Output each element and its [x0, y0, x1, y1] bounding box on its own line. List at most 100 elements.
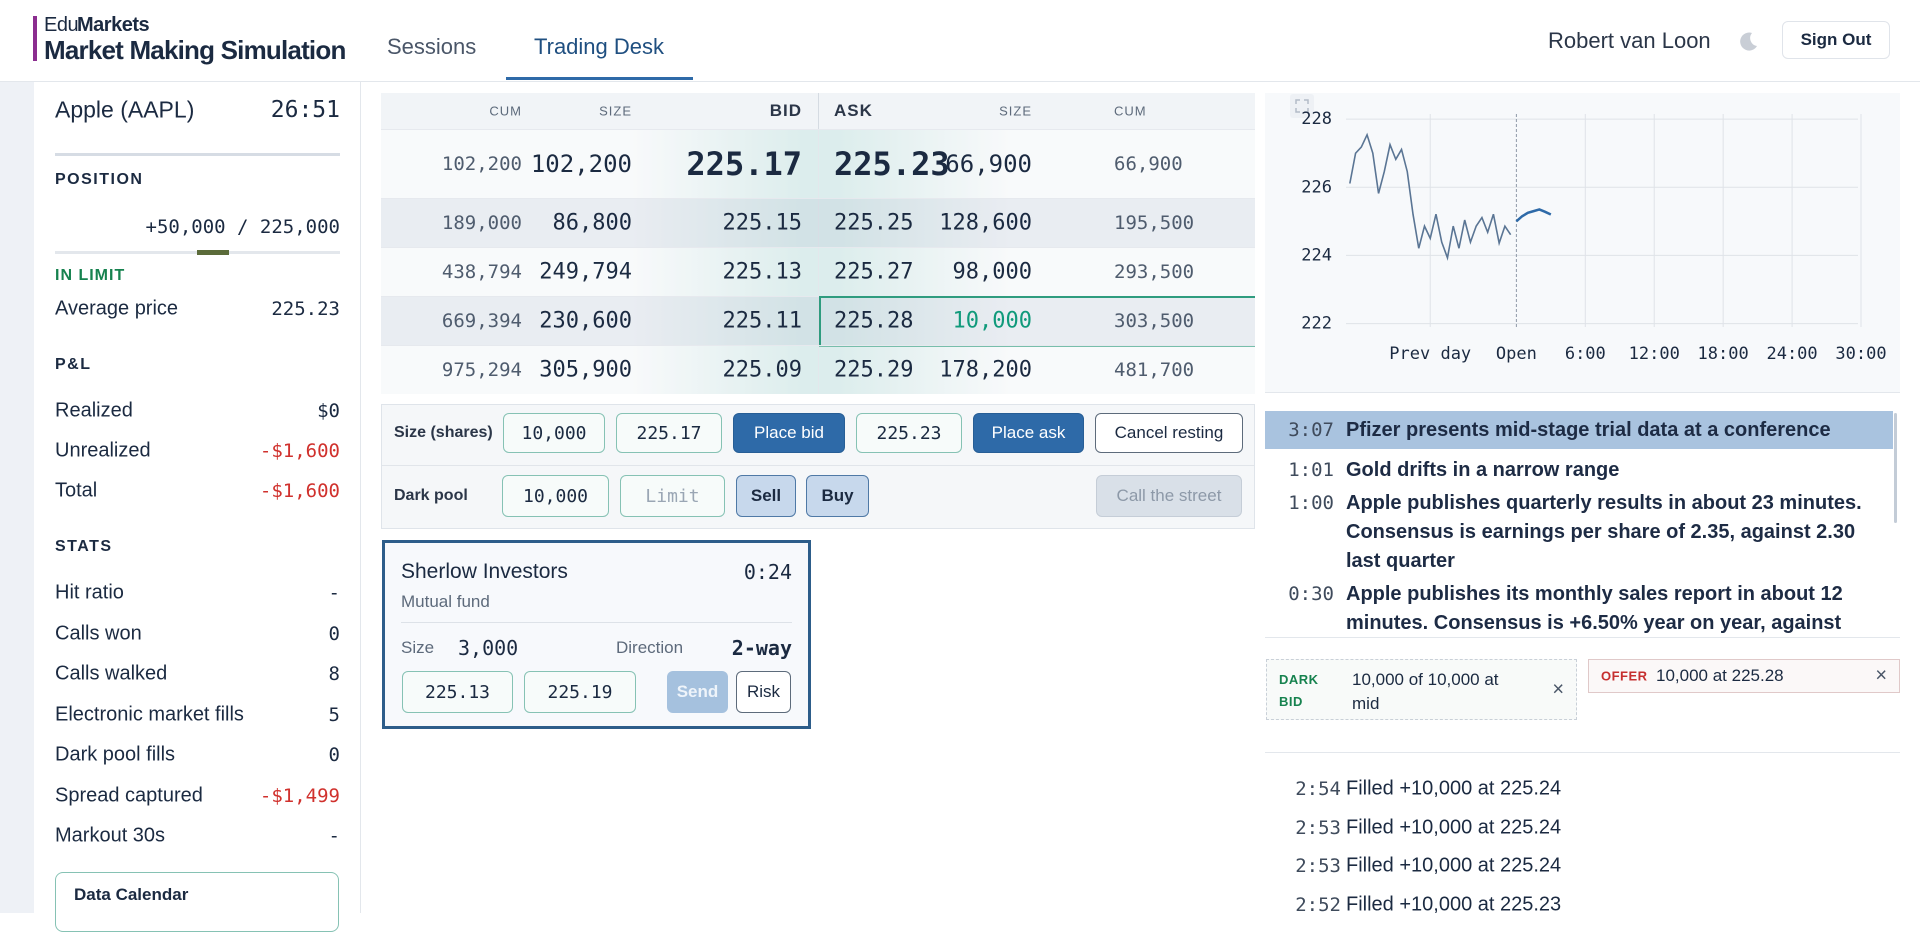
ask-input[interactable]: 225.23	[856, 413, 962, 453]
ask-price: 225.27	[834, 259, 914, 284]
bid-price: 225.13	[722, 259, 802, 284]
x-tick-label: 6:00	[1565, 344, 1606, 364]
news-item-highlighted[interactable]: 3:07 Pfizer presents mid-stage trial data…	[1265, 411, 1893, 449]
left-gutter	[0, 82, 34, 913]
stat-label: Calls walked	[55, 662, 168, 685]
limit-input[interactable]: Limit	[620, 475, 725, 517]
offer-order: OFFER 10,000 at 225.28 ×	[1588, 659, 1900, 693]
ask-price: 225.28	[834, 308, 914, 333]
size: 305,900	[539, 357, 632, 382]
dark-size-input[interactable]: 10,000	[502, 475, 609, 517]
stat-value: -	[328, 582, 340, 604]
cumulative-size: 102,200	[441, 152, 522, 175]
field-label: Dark pool	[394, 487, 468, 504]
call-street-button[interactable]: Call the street	[1096, 475, 1242, 517]
cumulative-size: 66,900	[1114, 152, 1183, 175]
pnl-label: Realized	[55, 399, 133, 422]
pnl-value: -$1,600	[259, 440, 340, 462]
fills-list: 2:54 Filled +10,000 at 225.24 2:53 Filled +…	[1265, 770, 1900, 914]
card-divider	[401, 622, 792, 623]
x-tick-label: 24:00	[1766, 344, 1817, 364]
buy-button[interactable]: Buy	[806, 475, 869, 517]
tab-active[interactable]: Trading Desk	[534, 34, 665, 59]
send-button[interactable]: Send	[667, 671, 728, 713]
ask-price: 225.23	[834, 144, 950, 183]
stat-value: -$1,499	[259, 784, 340, 807]
sell-button[interactable]: Sell	[736, 475, 796, 517]
fill-time: 2:53	[1295, 816, 1341, 839]
panel-rule	[1265, 392, 1900, 393]
pnl-label: Unrealized	[55, 439, 151, 462]
news-item[interactable]: 0:30 Apple publishes its monthly sales re…	[1265, 575, 1893, 637]
news-item[interactable]: 1:00 Apple publishes quarterly results in…	[1265, 484, 1893, 581]
size-input[interactable]: 10,000	[503, 413, 605, 453]
clock: 26:51	[270, 97, 340, 123]
theme-toggle[interactable]	[1737, 30, 1759, 52]
order-book: CUM SIZE BID ASK SIZE CUM 102,200 102,200 225.17…	[381, 93, 1255, 394]
cumulative-size: 669,394	[441, 309, 522, 332]
controls-divider	[382, 465, 1254, 466]
order-text: 10,000 of 10,000 at mid	[1352, 670, 1499, 713]
news-item[interactable]: 1:01 Gold drifts in a narrow range	[1265, 451, 1893, 490]
header	[0, 0, 1920, 82]
bid-input[interactable]: 225.17	[616, 413, 722, 453]
book-row	[381, 129, 1255, 199]
book-row	[381, 296, 1255, 346]
y-tick-label: 222	[1301, 314, 1332, 334]
size: 230,600	[539, 308, 632, 333]
news-text: Apple publishes its monthly sales report…	[1346, 583, 1843, 634]
dark-bid-order: DARK BID 10,000 of 10,000 at mid ×	[1266, 659, 1577, 720]
brand-bar	[33, 16, 37, 61]
section-heading: P&L	[55, 356, 92, 373]
cumulative-size: 975,294	[441, 358, 522, 381]
price-chart: 222 224 226 228 Prev day Open 6:00 12:00 18:00 24…	[1265, 93, 1900, 392]
x-tick-label: 30:00	[1835, 344, 1886, 364]
book-divider	[818, 93, 819, 394]
book-row	[381, 198, 1255, 248]
news-time: 1:01	[1288, 459, 1334, 481]
sign-out[interactable]: Sign Out	[1782, 21, 1890, 59]
book-column-header: CUM	[489, 103, 522, 119]
fill-text: Filled +10,000 at 225.24	[1346, 816, 1562, 838]
quote-ask-input[interactable]: 225.19	[524, 671, 636, 713]
calendar-box[interactable]: Data Calendar	[55, 872, 339, 932]
client-direction: 2-way	[731, 636, 792, 660]
position: +50,000 / 225,000	[145, 216, 340, 238]
news-time: 3:07	[1288, 419, 1334, 441]
section-heading: POSITION	[55, 171, 144, 188]
book-column-header: SIZE	[599, 103, 632, 119]
dismiss-order[interactable]: ×	[1552, 678, 1564, 701]
stat-value: 5	[328, 703, 340, 726]
cumulative-size: 195,500	[1114, 211, 1195, 234]
size: 178,200	[939, 357, 1032, 382]
x-tick-label: Prev day	[1389, 344, 1471, 364]
place-ask-button[interactable]: Place ask	[973, 413, 1084, 453]
risk-button[interactable]: Risk	[736, 671, 791, 713]
limit-status: IN LIMIT	[55, 267, 126, 284]
cancel-button[interactable]: Cancel resting	[1095, 413, 1243, 453]
book-column-header: ASK	[834, 101, 873, 120]
news-feed: 3:07 Pfizer presents mid-stage trial data…	[1265, 411, 1900, 638]
place-bid-button[interactable]: Place bid	[733, 413, 845, 453]
fill-time: 2:54	[1295, 778, 1341, 800]
quote-bid-input[interactable]: 225.13	[402, 671, 513, 713]
client-size: 3,000	[458, 636, 519, 660]
news-text: Apple publishes quarterly results in abo…	[1346, 492, 1862, 572]
news-time: 1:00	[1288, 492, 1334, 514]
dismiss-order[interactable]: ×	[1875, 664, 1887, 687]
stat-label: Dark pool fills	[55, 743, 176, 766]
depth-shade	[631, 129, 1011, 394]
user-name: Robert van Loon	[1548, 28, 1711, 53]
book-column-header: CUM	[1114, 103, 1147, 119]
order-tag: DARK BID	[1279, 672, 1319, 709]
stat-value: 0	[328, 622, 340, 645]
brand-name: Markets	[77, 14, 150, 36]
client-card: Sherlow Investors 0:24 Mutual fund Size 3,00…	[382, 540, 811, 729]
book-row	[381, 247, 1255, 297]
fill-time: 2:52	[1295, 893, 1341, 914]
size: 102,200	[530, 149, 632, 178]
stat-label: Markout 30s	[55, 824, 166, 847]
resting-order-highlight	[819, 296, 1255, 347]
tab[interactable]: Sessions	[387, 34, 477, 59]
